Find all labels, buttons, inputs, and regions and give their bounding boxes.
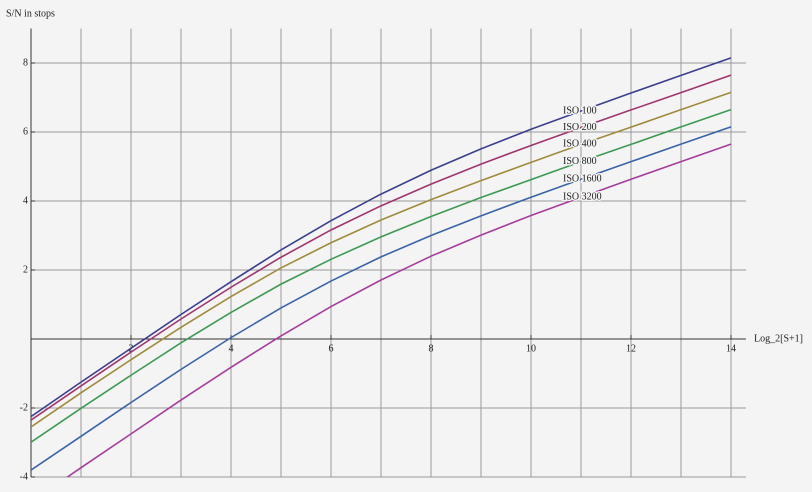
line-series [31, 91, 732, 428]
y-tick-label: 6 [23, 126, 28, 137]
y-tick-label: 4 [23, 195, 28, 206]
line-series [31, 74, 732, 421]
series-label: ISO 400 [563, 139, 597, 150]
series-label: ISO 1600 [563, 174, 602, 185]
x-tick-label: 10 [526, 343, 536, 354]
x-tick-label: 14 [726, 343, 736, 354]
x-tick-label: 8 [429, 343, 434, 354]
y-tick-label: -4 [20, 471, 28, 482]
plot-area [31, 57, 732, 477]
series-label: ISO 3200 [563, 192, 602, 203]
x-tick-label: 12 [626, 343, 636, 354]
line-series [31, 126, 732, 471]
line-series [66, 143, 732, 477]
line-series [31, 108, 732, 443]
y-tick-label: 2 [23, 264, 28, 275]
x-tick-label: 6 [329, 343, 334, 354]
series-label: ISO 100 [563, 105, 597, 116]
y-tick-label: -2 [20, 402, 28, 413]
y-tick-label: 8 [23, 57, 28, 68]
x-axis-label: Log_2[S+1] [754, 333, 803, 344]
x-tick-label: 4 [229, 343, 234, 354]
y-axis-label: S/N in stops [6, 8, 55, 19]
line-series [31, 57, 732, 418]
series-label: ISO 200 [563, 122, 597, 133]
series-label: ISO 800 [563, 156, 597, 167]
